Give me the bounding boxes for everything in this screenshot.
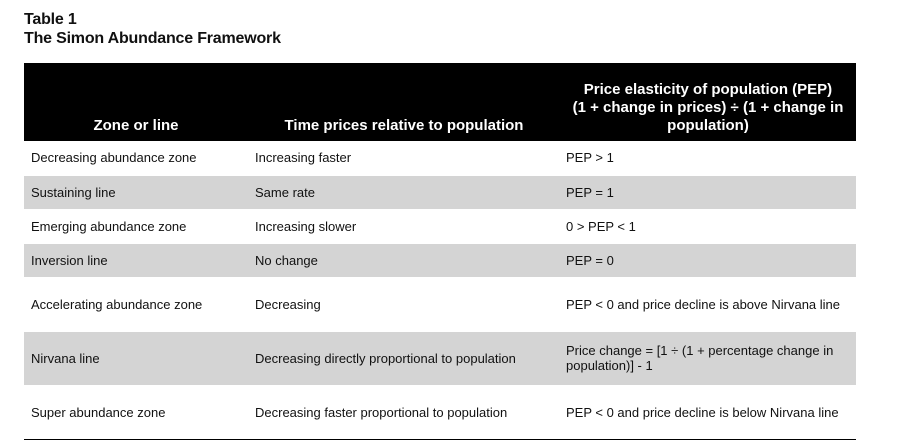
table-row: Emerging abundance zone Increasing slowe… (24, 209, 856, 244)
cell-pep: PEP > 1 (560, 141, 856, 176)
cell-time-prices: Increasing faster (248, 141, 560, 176)
table-row: Nirvana line Decreasing directly proport… (24, 331, 856, 386)
table-caption: Table 1 The Simon Abundance Framework (24, 10, 281, 48)
header-row: Zone or line Time prices relative to pop… (24, 63, 856, 141)
header-time-prices: Time prices relative to population (284, 117, 524, 134)
table-row: Inversion line No change PEP = 0 (24, 243, 856, 278)
header-pep-formula: (1 + change in prices) ÷ (1 + change in … (572, 99, 844, 134)
cell-time-prices: Increasing slower (248, 209, 560, 244)
header-pep-title: Price elasticity of population (PEP) (583, 81, 833, 98)
cell-pep: PEP < 0 and price decline is below Nirva… (560, 385, 856, 440)
cell-zone: Super abundance zone (24, 385, 248, 440)
cell-zone: Accelerating abundance zone (24, 277, 248, 332)
table-row: Sustaining line Same rate PEP = 1 (24, 175, 856, 210)
header-zone: Zone or line (93, 117, 179, 134)
table-label: Table 1 (24, 11, 77, 28)
cell-time-prices: Decreasing directly proportional to popu… (248, 331, 560, 386)
table-row: Accelerating abundance zone Decreasing P… (24, 277, 856, 332)
cell-time-prices: Same rate (248, 175, 560, 210)
cell-pep: Price change = [1 ÷ (1 + percentage chan… (560, 331, 856, 386)
table-title: The Simon Abundance Framework (24, 30, 281, 47)
abundance-framework-table: Zone or line Time prices relative to pop… (24, 63, 856, 440)
cell-time-prices: Decreasing (248, 277, 560, 332)
header-pep: Price elasticity of population (PEP) (1 … (560, 63, 856, 141)
cell-time-prices: Decreasing faster proportional to popula… (248, 385, 560, 440)
cell-zone: Inversion line (24, 243, 248, 278)
cell-pep: PEP < 0 and price decline is above Nirva… (560, 277, 856, 332)
cell-zone: Sustaining line (24, 175, 248, 210)
table-row: Super abundance zone Decreasing faster p… (24, 385, 856, 440)
cell-pep: 0 > PEP < 1 (560, 209, 856, 244)
cell-pep: PEP = 1 (560, 175, 856, 210)
cell-zone: Decreasing abundance zone (24, 141, 248, 176)
cell-zone: Emerging abundance zone (24, 209, 248, 244)
table-row: Decreasing abundance zone Increasing fas… (24, 141, 856, 176)
cell-time-prices: No change (248, 243, 560, 278)
cell-pep: PEP = 0 (560, 243, 856, 278)
cell-zone: Nirvana line (24, 331, 248, 386)
